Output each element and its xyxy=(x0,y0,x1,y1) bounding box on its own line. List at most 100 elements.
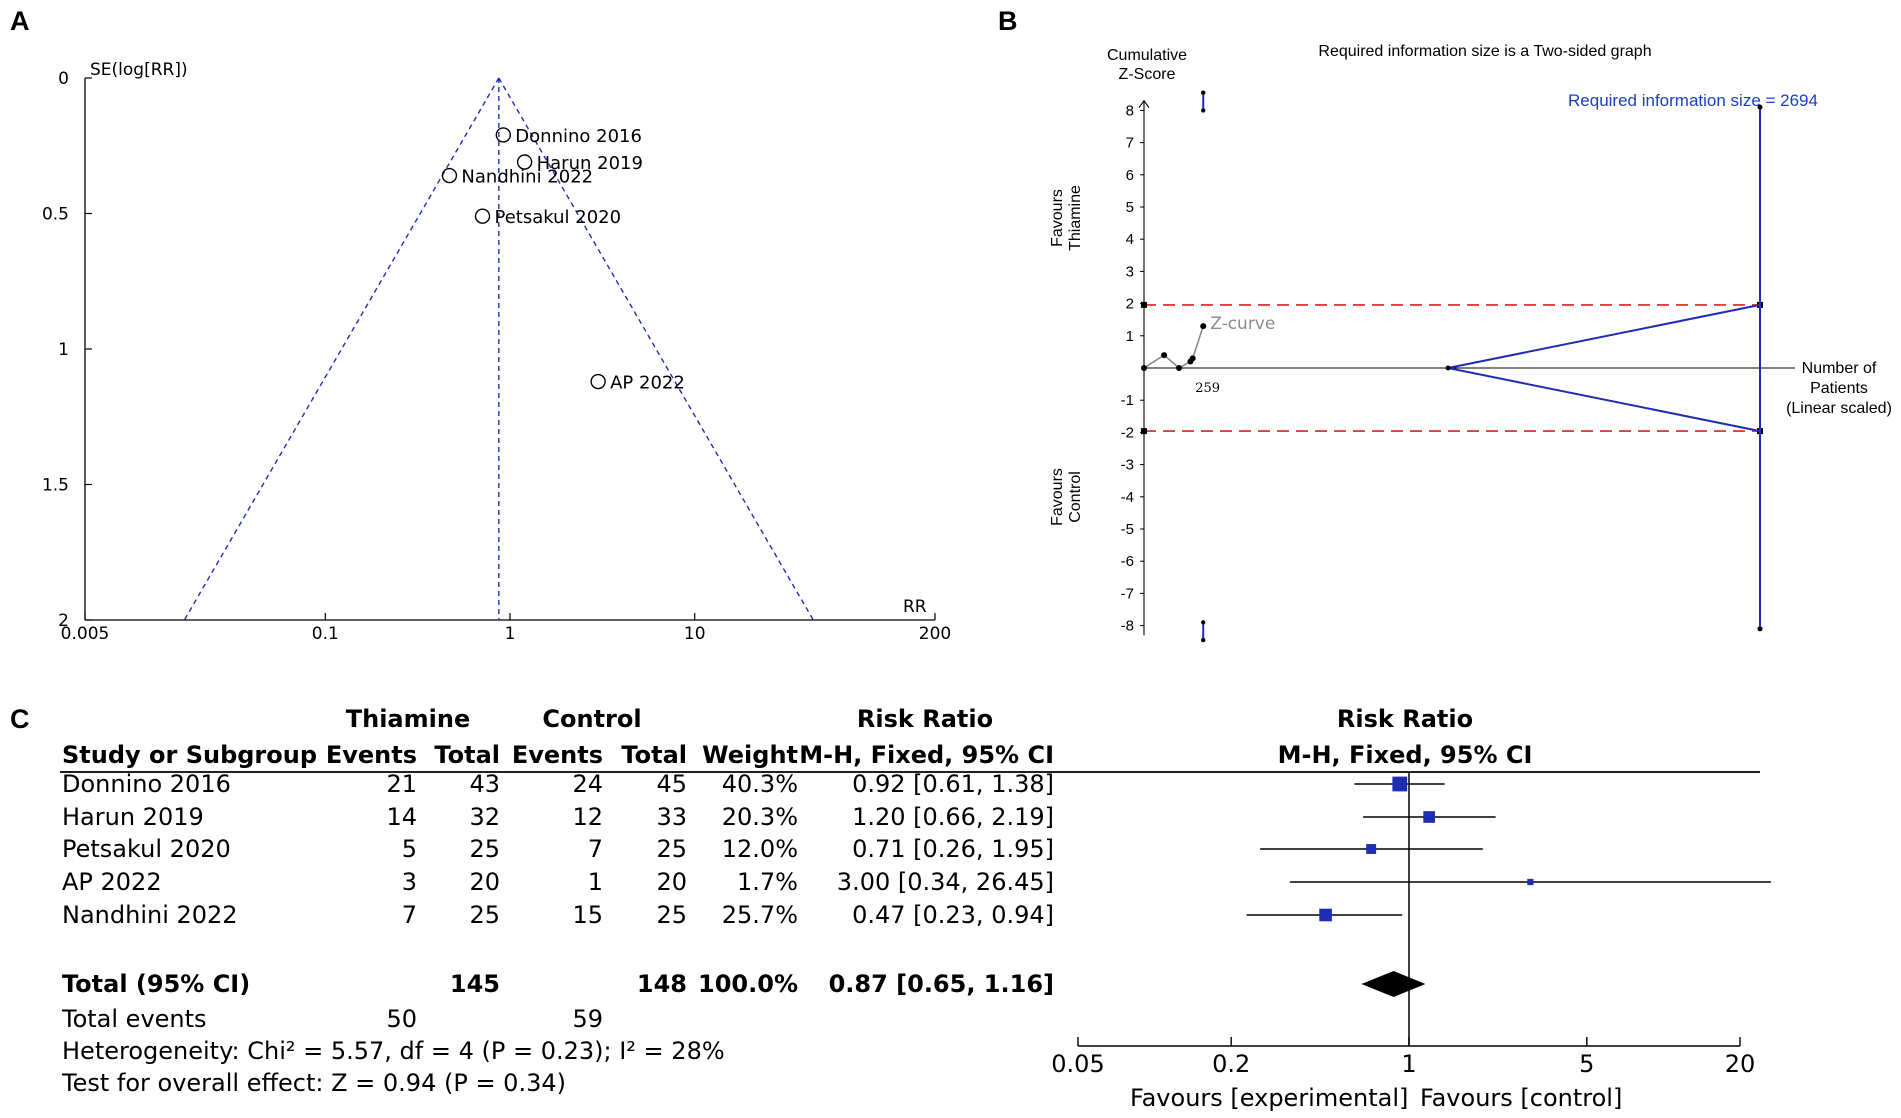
total-label: Total (95% CI) xyxy=(62,970,250,998)
funnel-x-tick-label: 0.005 xyxy=(61,624,110,644)
study-name: Harun 2019 xyxy=(62,803,204,831)
forest-x-tick-label: 20 xyxy=(1725,1050,1756,1078)
tsa-boundary-marker xyxy=(1141,301,1147,308)
tsa-z-curve xyxy=(1143,325,1204,369)
tsa-y-tick-label: -3 xyxy=(1121,457,1134,474)
tsa-favours-top-2: Thiamine xyxy=(1067,185,1084,251)
tsa-wedge-start xyxy=(1445,365,1451,371)
tsa-favours-top-1: Favours xyxy=(1049,189,1066,247)
header-group-thiamine: Thiamine xyxy=(346,705,470,733)
funnel-y-tick-label: 2 xyxy=(58,611,69,631)
total-thiamine: 25 xyxy=(469,835,500,863)
funnel-y-tick-label: 1 xyxy=(58,340,69,360)
events-control: 12 xyxy=(572,803,603,831)
study-name: AP 2022 xyxy=(62,868,162,896)
events-control: 7 xyxy=(588,835,603,863)
tsa-monitoring-dot xyxy=(1201,637,1206,643)
funnel-x-tick-label: 1 xyxy=(505,624,516,644)
tsa-xlabel-line-2: Patients xyxy=(1810,380,1868,397)
funnel-point-label: Nandhini 2022 xyxy=(461,167,593,188)
header-study: Study or Subgroup xyxy=(62,741,317,769)
tsa-ylabel-line-1: Cumulative xyxy=(1107,47,1187,64)
tsa-z-curve-label: Z-curve xyxy=(1210,314,1275,334)
effect-marker xyxy=(1319,908,1332,922)
panel-label-c: C xyxy=(10,704,30,734)
forest-x-tick-label: 0.05 xyxy=(1051,1050,1104,1078)
funnel-xlabel: RR xyxy=(903,597,927,617)
study-name: Petsakul 2020 xyxy=(62,835,231,863)
funnel-point-label: Donnino 2016 xyxy=(515,126,642,147)
total-events-label: Total events xyxy=(61,1005,207,1033)
events-thiamine: 14 xyxy=(386,803,417,831)
pooled-diamond xyxy=(1361,971,1426,997)
funnel-point xyxy=(441,167,458,184)
funnel-ylabel: SE(log[RR]) xyxy=(90,60,188,80)
risk-ratio-ci: 1.20 [0.66, 2.19] xyxy=(852,803,1054,831)
risk-ratio-ci: 0.92 [0.61, 1.38] xyxy=(852,770,1054,798)
funnel-point xyxy=(590,373,606,390)
tsa-xlabel-line-3: (Linear scaled) xyxy=(1786,400,1892,417)
tsa-boundary-marker xyxy=(1141,428,1147,435)
funnel-point xyxy=(516,154,533,170)
favours-control: Favours [control] xyxy=(1420,1084,1622,1112)
tsa-z-point xyxy=(1161,352,1168,359)
total-thiamine: 32 xyxy=(469,803,500,831)
forest-plot: Thiamine Control Risk Ratio Risk Ratio S… xyxy=(60,705,1771,1112)
events-thiamine: 7 xyxy=(402,901,417,929)
total-events-t: 50 xyxy=(386,1005,417,1033)
tsa-z-point xyxy=(1189,355,1196,362)
weight: 25.7% xyxy=(722,901,798,929)
tsa-futility-lower xyxy=(1447,367,1761,433)
header-weight: Weight xyxy=(702,741,798,769)
heterogeneity-text: Heterogeneity: Chi² = 5.57, df = 4 (P = … xyxy=(62,1037,725,1065)
total-t: 145 xyxy=(450,970,500,998)
funnel-right-limit xyxy=(498,77,814,621)
header-plot-title: Risk Ratio xyxy=(1337,705,1473,733)
overall-effect-text: Test for overall effect: Z = 0.94 (P = 0… xyxy=(61,1069,566,1097)
events-thiamine: 5 xyxy=(402,835,417,863)
tsa-z-point xyxy=(1200,323,1207,330)
tsa-y-arrow xyxy=(1138,99,1150,109)
tsa-y-tick-label: 5 xyxy=(1126,199,1134,216)
tsa-y-tick-label: 7 xyxy=(1126,135,1134,152)
tsa-y-tick-label: -8 xyxy=(1121,618,1134,635)
total-thiamine: 25 xyxy=(469,901,500,929)
tsa-y-tick-label: 2 xyxy=(1126,296,1134,313)
funnel-point-label: Petsakul 2020 xyxy=(495,207,622,228)
tsa-xlabel-line-1: Number of xyxy=(1802,360,1877,377)
tsa-y-tick-label: 4 xyxy=(1126,231,1134,248)
tsa-favours-bottom-2: Control xyxy=(1067,471,1084,523)
tsa-ris-bottom xyxy=(1757,626,1763,632)
tsa-z-point xyxy=(1141,365,1147,371)
funnel-y-tick-label: 0.5 xyxy=(42,205,69,225)
total-control: 33 xyxy=(656,803,687,831)
tsa-y-tick-label: -2 xyxy=(1121,424,1134,441)
total-thiamine: 43 xyxy=(469,770,500,798)
weight: 20.3% xyxy=(722,803,798,831)
tsa-y-tick-label: 1 xyxy=(1126,328,1134,345)
funnel-x-tick-label: 0.1 xyxy=(312,624,339,644)
effect-marker xyxy=(1423,811,1435,823)
funnel-point-label: Harun 2019 xyxy=(537,153,643,174)
tsa-title: Required information size is a Two-sided… xyxy=(1318,43,1651,60)
total-thiamine: 20 xyxy=(469,868,500,896)
tsa-x-tick-label: 259 xyxy=(1195,381,1220,396)
tsa-y-tick-label: -1 xyxy=(1121,392,1134,409)
tsa-y-tick-label: -5 xyxy=(1121,521,1134,538)
total-c: 148 xyxy=(637,970,687,998)
header-events-t: Events xyxy=(326,741,417,769)
forest-x-tick-label: 1 xyxy=(1401,1050,1416,1078)
weight: 40.3% xyxy=(722,770,798,798)
forest-x-tick-label: 0.2 xyxy=(1212,1050,1250,1078)
events-thiamine: 3 xyxy=(402,868,417,896)
funnel-y-tick-label: 0 xyxy=(58,69,69,89)
events-control: 15 xyxy=(572,901,603,929)
tsa-ris-top xyxy=(1757,104,1763,110)
tsa-ylabel-line-2: Z-Score xyxy=(1119,66,1176,83)
tsa-plot: Required information size is a Two-sided… xyxy=(1049,43,1892,643)
header-total-c: Total xyxy=(621,741,687,769)
forest-x-tick-label: 5 xyxy=(1579,1050,1594,1078)
header-group-control: Control xyxy=(542,705,641,733)
ris-label: Required information size = 2694 xyxy=(1568,91,1818,110)
funnel-point xyxy=(495,127,512,143)
